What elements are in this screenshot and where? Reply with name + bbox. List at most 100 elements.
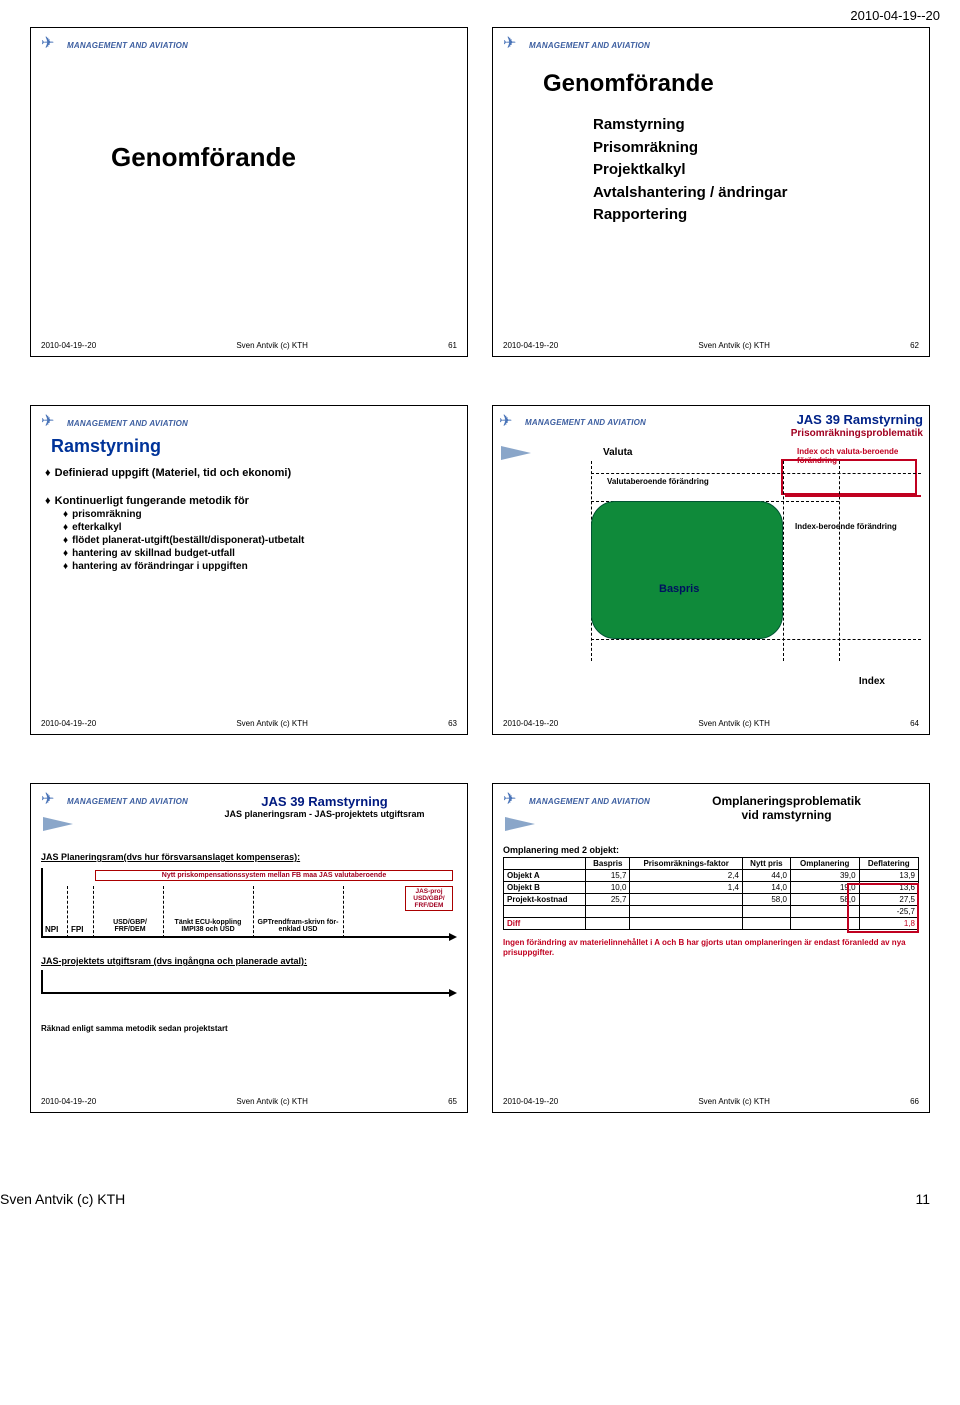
footer-num: 63 bbox=[448, 719, 457, 728]
list-item: Rapportering bbox=[593, 204, 919, 227]
slide-handout: MANAGEMENT AND AVIATION Genomförande 201… bbox=[0, 27, 960, 1171]
label-valuta: Valuta bbox=[603, 447, 632, 458]
list-item: Projektkalkyl bbox=[593, 159, 919, 182]
red-box bbox=[781, 459, 917, 495]
sub-bullet: ♦flödet planerat-utgift(beställt/dispone… bbox=[63, 535, 457, 546]
slide-62-title: Genomförande bbox=[543, 70, 919, 98]
footer-author: Sven Antvik (c) KTH bbox=[96, 1097, 448, 1106]
col-label: GPTrendfram-skrivn för-enklad USD bbox=[257, 919, 339, 934]
slide-65-subtitle: JAS planeringsram - JAS-projektets utgif… bbox=[192, 809, 457, 819]
bullet-item: ♦Kontinuerligt fungerande metodik för bbox=[45, 495, 457, 507]
plane-icon bbox=[41, 416, 63, 430]
table-caption: Omplanering med 2 objekt: bbox=[503, 845, 919, 855]
table-row: Objekt B 10,0 1,4 14,0 19,0 13,6 bbox=[504, 882, 919, 894]
footer-date: 2010-04-19--20 bbox=[41, 719, 96, 728]
logo-text: MANAGEMENT AND AVIATION bbox=[67, 41, 188, 50]
plane-icon bbox=[503, 794, 525, 808]
slide-65: MANAGEMENT AND AVIATION JAS 39 Ramstyrni… bbox=[30, 783, 468, 1113]
footer-num: 64 bbox=[910, 719, 919, 728]
plane-icon bbox=[503, 38, 525, 52]
slide-66: MANAGEMENT AND AVIATION Omplaneringsprob… bbox=[492, 783, 930, 1113]
sub-bullet: ♦hantering av förändringar i uppgiften bbox=[63, 561, 457, 572]
label-index: Index bbox=[859, 676, 885, 687]
sub-bullet: ♦hantering av skillnad budget-utfall bbox=[63, 548, 457, 559]
footer-num: 61 bbox=[448, 341, 457, 350]
footer-date: 2010-04-19--20 bbox=[503, 341, 558, 350]
section-2-header: JAS-projektets utgiftsram (dvs ingångna … bbox=[41, 956, 457, 966]
slide-66-title-line2: vid ramstyrning bbox=[654, 808, 919, 822]
note-text: Räknad enligt samma metodik sedan projek… bbox=[41, 1024, 457, 1033]
footer-author: Sven Antvik (c) KTH bbox=[558, 719, 910, 728]
table-row-diff: Diff 1,8 bbox=[504, 918, 919, 930]
slide-logo: MANAGEMENT AND AVIATION bbox=[499, 412, 646, 433]
logo-text: MANAGEMENT AND AVIATION bbox=[529, 41, 650, 50]
slide-logo: MANAGEMENT AND AVIATION bbox=[41, 794, 188, 808]
label-fpi: FPI bbox=[71, 925, 83, 934]
omplanering-table: Baspris Prisomräknings-faktor Nytt pris … bbox=[503, 857, 919, 930]
green-baspris-block bbox=[591, 501, 783, 639]
sub-bullet: ♦prisomräkning bbox=[63, 509, 457, 520]
list-item: Prisomräkning bbox=[593, 137, 919, 160]
logo-text: MANAGEMENT AND AVIATION bbox=[525, 418, 646, 427]
label-vbf: Valutaberoende förändring bbox=[607, 477, 709, 486]
slide-66-title-line1: Omplaneringsproblematik bbox=[654, 794, 919, 808]
slide-61-title: Genomförande bbox=[111, 142, 457, 173]
label-baspris: Baspris bbox=[659, 583, 699, 595]
table-row: -25,7 bbox=[504, 906, 919, 918]
logo-text: MANAGEMENT AND AVIATION bbox=[67, 419, 188, 428]
red-bar-label: Nytt priskompensationssystem mellan FB m… bbox=[95, 870, 453, 881]
slide-61: MANAGEMENT AND AVIATION Genomförande 201… bbox=[30, 27, 468, 357]
plane-icon bbox=[41, 38, 63, 52]
footer-author: Sven Antvik (c) KTH bbox=[558, 1097, 910, 1106]
list-item: Avtalshantering / ändringar bbox=[593, 182, 919, 205]
footer-date: 2010-04-19--20 bbox=[41, 341, 96, 350]
fighter-jet-icon bbox=[503, 814, 541, 834]
slide-65-title: JAS 39 Ramstyrning bbox=[192, 794, 457, 809]
list-item: Ramstyrning bbox=[593, 114, 919, 137]
col-label: Tänkt ECU-koppling IMPI38 och USD bbox=[167, 919, 249, 934]
slide-64-subtitle: Prisomräkningsproblematik bbox=[650, 428, 923, 439]
plane-icon bbox=[41, 794, 63, 808]
slide-logo: MANAGEMENT AND AVIATION bbox=[503, 38, 919, 52]
table-row: Projekt-kostnad 25,7 58,0 58,0 27,5 bbox=[504, 894, 919, 906]
logo-text: MANAGEMENT AND AVIATION bbox=[529, 797, 650, 806]
footer-date: 2010-04-19--20 bbox=[503, 1097, 558, 1106]
th: Baspris bbox=[586, 858, 630, 870]
logo-text: MANAGEMENT AND AVIATION bbox=[67, 797, 188, 806]
th: Nytt pris bbox=[742, 858, 790, 870]
diagram-body: Valuta Index och valuta-beroende förändr… bbox=[499, 443, 923, 691]
label-npi: NPI bbox=[45, 925, 58, 934]
fighter-jet-icon bbox=[41, 814, 79, 834]
footer-date: 2010-04-19--20 bbox=[503, 719, 558, 728]
timeline-arrow-icon bbox=[41, 992, 455, 994]
table-row: Objekt A 15,7 2,4 44,0 39,0 13,9 bbox=[504, 870, 919, 882]
th bbox=[504, 858, 586, 870]
slide-64-title: JAS 39 Ramstyrning bbox=[650, 412, 923, 427]
bullet-item: ♦Definierad uppgift (Materiel, tid och e… bbox=[45, 467, 457, 479]
th: Omplanering bbox=[790, 858, 859, 870]
slide-logo: MANAGEMENT AND AVIATION bbox=[41, 416, 457, 430]
note-text: Ingen förändring av materielinnehållet i… bbox=[503, 938, 919, 957]
slide-logo: MANAGEMENT AND AVIATION bbox=[41, 38, 457, 52]
footer-num: 65 bbox=[448, 1097, 457, 1106]
slide-63: MANAGEMENT AND AVIATION Ramstyrning ♦Def… bbox=[30, 405, 468, 735]
timeline-diagram: Nytt priskompensationssystem mellan FB m… bbox=[41, 868, 457, 938]
jas-proj-box: JAS-proj USD/GBP/ FRF/DEM bbox=[405, 886, 453, 911]
slide-62: MANAGEMENT AND AVIATION Genomförande Ram… bbox=[492, 27, 930, 357]
slide-logo: MANAGEMENT AND AVIATION bbox=[503, 794, 650, 808]
footer-num: 66 bbox=[910, 1097, 919, 1106]
footer-author: Sven Antvik (c) KTH bbox=[96, 719, 448, 728]
slide-62-list: Ramstyrning Prisomräkning Projektkalkyl … bbox=[593, 114, 919, 227]
section-1-header: JAS Planeringsram(dvs hur försvarsanslag… bbox=[41, 852, 457, 862]
page-date-header: 2010-04-19--20 bbox=[0, 0, 960, 27]
page-footer: Sven Antvik (c) KTH 11 bbox=[0, 1171, 960, 1217]
timeline-arrow-icon bbox=[41, 936, 455, 938]
sub-bullet: ♦efterkalkyl bbox=[63, 522, 457, 533]
plane-icon bbox=[499, 416, 521, 430]
footer-author: Sven Antvik (c) KTH bbox=[96, 341, 448, 350]
slide-63-title: Ramstyrning bbox=[51, 436, 457, 457]
footer-date: 2010-04-19--20 bbox=[41, 1097, 96, 1106]
label-index-dep: Index-beroende förändring bbox=[795, 523, 897, 532]
footer-num: 62 bbox=[910, 341, 919, 350]
page-footer-number: 11 bbox=[915, 1191, 930, 1207]
